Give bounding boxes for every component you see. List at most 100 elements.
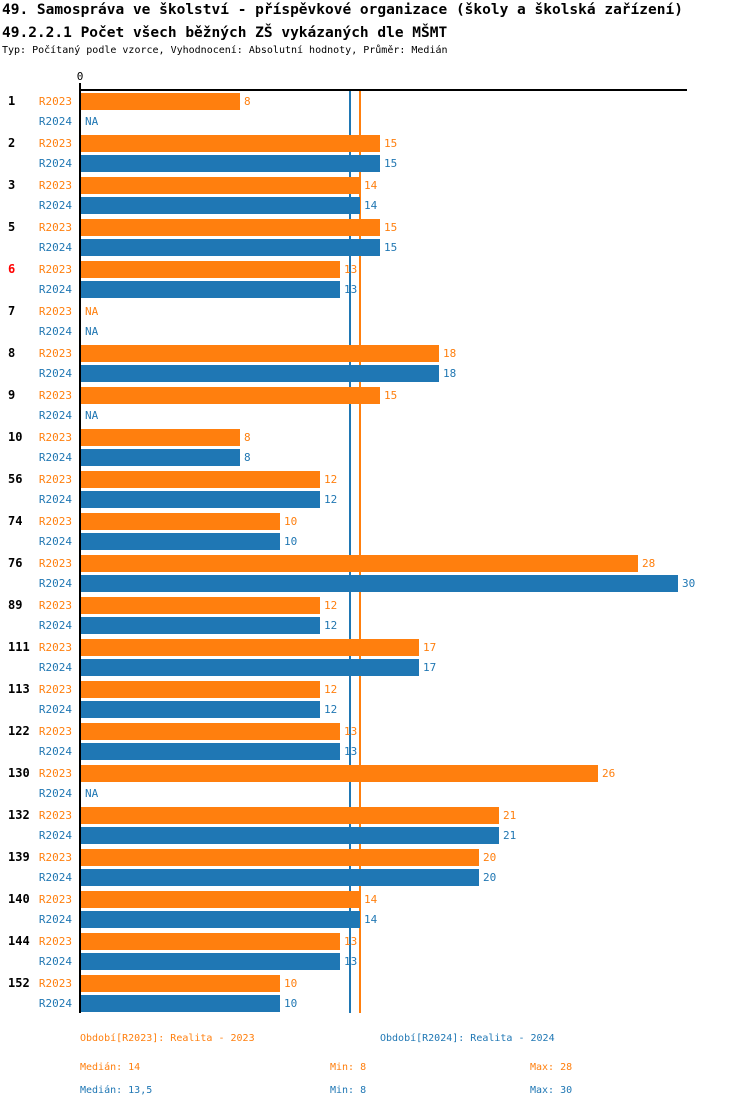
value-label-r2024: 15 — [384, 241, 398, 254]
value-label-r2024: 14 — [364, 199, 378, 212]
row-label-122: 122 — [8, 724, 30, 738]
bar-r2024 — [81, 491, 320, 508]
bar-r2023 — [81, 93, 240, 110]
value-label-r2023: 18 — [443, 347, 457, 360]
row-label-111: 111 — [8, 640, 30, 654]
series-label-r2023: R2023 — [38, 683, 72, 696]
bar-r2024 — [81, 911, 360, 928]
bar-r2024 — [81, 701, 320, 718]
value-label-r2023: 12 — [324, 599, 338, 612]
series-label-r2023: R2023 — [38, 809, 72, 822]
series-label-r2024: R2024 — [38, 535, 72, 548]
series-label-r2024: R2024 — [38, 745, 72, 758]
bar-r2023 — [81, 723, 340, 740]
bar-r2023 — [81, 471, 320, 488]
value-label-r2023: 20 — [483, 851, 497, 864]
value-label-r2024: 12 — [324, 493, 338, 506]
series-label-r2024: R2024 — [38, 241, 72, 254]
row-label-132: 132 — [8, 808, 30, 822]
bar-r2023 — [81, 807, 499, 824]
bar-r2023 — [81, 513, 280, 530]
series-label-r2023: R2023 — [38, 641, 72, 654]
chart-subtitle: 49.2.2.1 Počet všech běžných ZŠ vykázaný… — [2, 25, 448, 41]
y-axis-line — [79, 89, 81, 1013]
series-label-r2023: R2023 — [38, 725, 72, 738]
value-label-r2023: 15 — [384, 137, 398, 150]
stat-median-r2024: Medián: 13,5 — [80, 1085, 153, 1096]
row-label-1: 1 — [8, 94, 16, 108]
stat-median-r2023: Medián: 14 — [80, 1062, 141, 1073]
bar-r2023 — [81, 849, 479, 866]
chart-title: 49. Samospráva ve školství - příspěvkové… — [2, 2, 683, 18]
series-label-r2024: R2024 — [38, 493, 72, 506]
bar-r2024 — [81, 743, 340, 760]
series-label-r2023: R2023 — [38, 389, 72, 402]
na-label-r2024: NA — [85, 325, 99, 338]
legend-item-r2023: Období[R2023]: Realita - 2023 — [80, 1033, 255, 1044]
row-label-89: 89 — [8, 598, 23, 612]
value-label-r2023: 12 — [324, 683, 338, 696]
na-label-r2024: NA — [85, 787, 99, 800]
na-label-r2024: NA — [85, 409, 99, 422]
row-label-2: 2 — [8, 136, 16, 150]
series-label-r2024: R2024 — [38, 619, 72, 632]
bar-r2024 — [81, 449, 240, 466]
series-label-r2024: R2024 — [38, 157, 72, 170]
bar-r2023 — [81, 891, 360, 908]
bar-r2023 — [81, 765, 598, 782]
bar-r2024 — [81, 869, 479, 886]
stat-min-r2024: Min: 8 — [330, 1085, 367, 1096]
bar-r2023 — [81, 597, 320, 614]
row-label-144: 144 — [8, 934, 30, 948]
stat-min-r2023: Min: 8 — [330, 1062, 367, 1073]
bar-r2024 — [81, 239, 380, 256]
legend-item-r2024: Období[R2024]: Realita - 2024 — [380, 1033, 555, 1044]
series-label-r2023: R2023 — [38, 599, 72, 612]
value-label-r2023: 8 — [244, 431, 251, 444]
bar-r2023 — [81, 639, 419, 656]
value-label-r2023: 21 — [503, 809, 517, 822]
series-label-r2024: R2024 — [38, 325, 72, 338]
series-label-r2024: R2024 — [38, 703, 72, 716]
series-label-r2024: R2024 — [38, 577, 72, 590]
series-label-r2023: R2023 — [38, 473, 72, 486]
row-label-130: 130 — [8, 766, 30, 780]
bar-r2023 — [81, 261, 340, 278]
series-label-r2023: R2023 — [38, 179, 72, 192]
value-label-r2024: 12 — [324, 703, 338, 716]
bar-r2024 — [81, 155, 380, 172]
series-label-r2023: R2023 — [38, 935, 72, 948]
row-label-7: 7 — [8, 304, 16, 318]
value-label-r2023: 15 — [384, 221, 398, 234]
median-reference-line-r2023 — [359, 91, 361, 1013]
series-label-r2023: R2023 — [38, 263, 72, 276]
series-label-r2024: R2024 — [38, 871, 72, 884]
value-label-r2024: 8 — [244, 451, 251, 464]
row-label-139: 139 — [8, 850, 30, 864]
row-label-3: 3 — [8, 178, 16, 192]
series-label-r2024: R2024 — [38, 451, 72, 464]
row-label-5: 5 — [8, 220, 16, 234]
series-label-r2024: R2024 — [38, 367, 72, 380]
bar-r2023 — [81, 429, 240, 446]
bar-r2024 — [81, 953, 340, 970]
x-axis-zero-label: 0 — [76, 70, 84, 83]
value-label-r2024: 13 — [344, 745, 358, 758]
series-label-r2023: R2023 — [38, 977, 72, 990]
bar-r2023 — [81, 219, 380, 236]
row-label-76: 76 — [8, 556, 23, 570]
median-reference-line-r2024 — [349, 91, 351, 1013]
row-label-113: 113 — [8, 682, 30, 696]
series-label-r2024: R2024 — [38, 955, 72, 968]
value-label-r2023: 8 — [244, 95, 251, 108]
value-label-r2023: 10 — [284, 977, 298, 990]
series-label-r2023: R2023 — [38, 95, 72, 108]
series-label-r2024: R2024 — [38, 913, 72, 926]
value-label-r2024: 15 — [384, 157, 398, 170]
bar-r2023 — [81, 681, 320, 698]
value-label-r2024: 21 — [503, 829, 517, 842]
bar-r2024 — [81, 197, 360, 214]
value-label-r2024: 12 — [324, 619, 338, 632]
value-label-r2024: 10 — [284, 997, 298, 1010]
